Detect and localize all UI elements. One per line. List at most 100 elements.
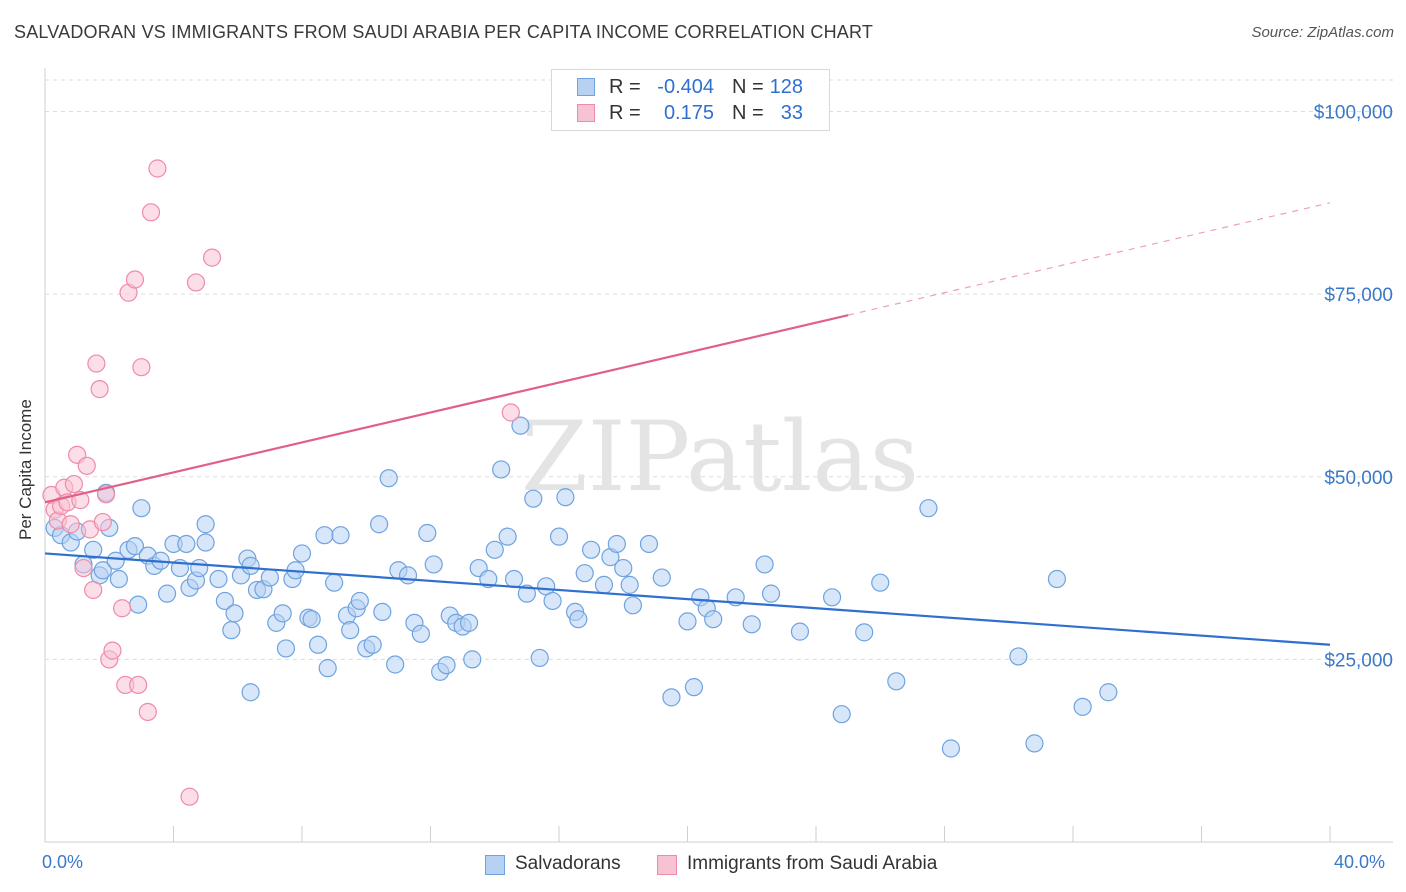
salvadoran-point xyxy=(190,558,209,578)
legend-r-label: R = xyxy=(609,76,641,98)
salvadoran-point xyxy=(607,534,626,554)
saudi-point xyxy=(180,787,199,806)
salvadoran-point xyxy=(652,568,671,587)
salvadoran-point xyxy=(662,688,681,707)
salvadoran-point xyxy=(215,591,234,611)
series-swatch-pink xyxy=(657,855,677,875)
series-swatch-blue xyxy=(485,855,505,875)
saudi-point xyxy=(64,474,84,494)
salvadoran-point xyxy=(790,622,810,641)
salvadoran-point xyxy=(196,515,215,534)
saudi-point xyxy=(202,248,222,267)
x-tick-min: 0.0% xyxy=(42,852,84,872)
salvadoran-point xyxy=(437,656,456,675)
saudi-point xyxy=(141,203,161,222)
salvadoran-point xyxy=(832,705,851,724)
salvadoran-point xyxy=(363,635,382,654)
watermark: ZIPatlas xyxy=(521,401,919,513)
saudi-point xyxy=(132,358,151,377)
trend-lines xyxy=(44,202,1331,646)
salvadoran-point xyxy=(620,575,639,594)
saudi-point xyxy=(138,702,157,722)
legend-r-label: R = xyxy=(609,102,641,124)
salvadoran-point xyxy=(1009,647,1028,666)
salvadoran-point xyxy=(678,612,697,631)
salvadoran-point xyxy=(855,623,874,642)
salvadoran-point xyxy=(331,526,350,545)
salvadoran-point xyxy=(241,556,260,575)
salvadoran-point xyxy=(822,588,842,607)
salvadoran-point xyxy=(411,624,430,643)
salvadoran-point xyxy=(398,566,418,585)
chart-title: SALVADORAN VS IMMIGRANTS FROM SAUDI ARAB… xyxy=(14,22,874,42)
salvadoran-point xyxy=(492,460,511,479)
salvadoran-point xyxy=(325,573,344,592)
chart-source: Source: ZipAtlas.com xyxy=(1251,24,1394,41)
legend-n-label: N = xyxy=(732,76,764,98)
salvadoran-point xyxy=(941,739,961,758)
salvadoran-point xyxy=(575,564,594,583)
salvadoran-point xyxy=(302,610,321,629)
salvadoran-point xyxy=(386,655,405,674)
saudi-trend-line xyxy=(44,314,849,504)
salvadoran-point xyxy=(132,499,151,518)
salvadoran-point xyxy=(350,591,369,611)
salvadoran-point xyxy=(241,683,260,702)
salvadoran-point xyxy=(222,621,241,640)
salvadoran-point xyxy=(614,558,633,578)
salvadoran-point xyxy=(315,526,334,545)
salvadoran-point xyxy=(196,533,215,552)
salvadoran-point xyxy=(260,568,279,587)
salvadoran-point xyxy=(704,610,723,629)
salvadoran-point xyxy=(569,610,588,629)
saudi-point xyxy=(112,599,132,618)
correlation-legend: R = -0.404 N = 128 R = 0.175 N = 33 xyxy=(551,69,830,131)
saudi-point xyxy=(125,270,145,289)
salvadoran-point xyxy=(129,595,148,614)
salvadoran-point xyxy=(276,639,296,658)
saudi-point xyxy=(148,159,167,178)
y-tick-label: $50,000 xyxy=(1324,468,1393,489)
legend-swatch-blue xyxy=(577,78,595,96)
salvadoran-point xyxy=(755,555,774,574)
salvadoran-point xyxy=(106,551,125,570)
salvadoran-point xyxy=(1047,569,1067,589)
salvadoran-point xyxy=(549,527,569,546)
legend-n-value: 128 xyxy=(769,76,803,98)
salvadoran-point xyxy=(109,569,128,589)
y-tick-label: $100,000 xyxy=(1314,103,1393,124)
salvadoran-point xyxy=(556,488,575,507)
saudi-point xyxy=(186,273,206,292)
salvadoran-point xyxy=(684,678,704,697)
salvadorans-trend-line xyxy=(44,552,1331,646)
salvadoran-point xyxy=(485,540,504,559)
legend-r-value: 0.175 xyxy=(663,102,714,124)
salvadoran-point xyxy=(273,604,292,623)
salvadoran-point xyxy=(177,534,196,554)
y-tick-labels: $25,000 $50,000 $75,000 $100,000 xyxy=(1314,103,1393,672)
salvadoran-point xyxy=(418,523,437,543)
salvadoran-point xyxy=(742,615,761,634)
salvadoran-point xyxy=(1025,734,1044,753)
salvadoran-point xyxy=(93,561,112,580)
salvadoran-point xyxy=(125,537,145,556)
salvadoran-point xyxy=(225,604,244,623)
salvadoran-point xyxy=(209,569,228,589)
salvadoran-point xyxy=(511,416,530,435)
salvadoran-point xyxy=(524,489,543,508)
salvadoran-point xyxy=(504,569,524,589)
salvadoran-point xyxy=(84,540,103,559)
salvadoran-point xyxy=(530,648,549,668)
saudi-point xyxy=(93,512,112,532)
salvadoran-point xyxy=(379,469,398,488)
salvadoran-point xyxy=(887,672,906,691)
salvadoran-point xyxy=(623,596,642,615)
salvadoran-point xyxy=(761,584,781,603)
saudi-point xyxy=(74,558,93,578)
salvadoran-point xyxy=(1073,697,1092,716)
salvadoran-point xyxy=(370,515,389,534)
saudi-points xyxy=(42,159,520,806)
salvadoran-point xyxy=(157,584,177,603)
saudi-trend-line-extension xyxy=(847,202,1331,316)
saudi-point xyxy=(90,380,109,399)
